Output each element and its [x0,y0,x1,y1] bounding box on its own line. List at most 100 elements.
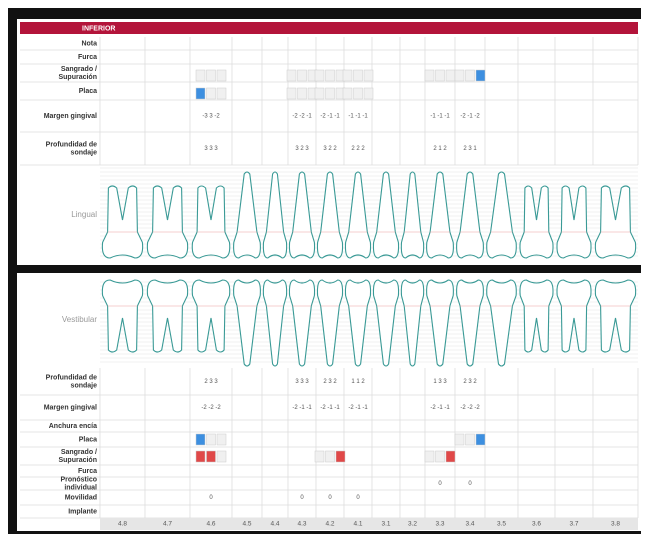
row-label-line: Supuración [58,457,97,464]
tooth [594,279,637,353]
indicator-box [445,69,456,82]
cell-value: 0 [438,481,442,487]
cell-value: 3 3 3 [204,146,218,152]
tooth [426,171,454,259]
tooth [288,171,316,259]
tooth [233,171,261,259]
row-label-line: Sangrado / [61,449,97,456]
row-label: Profundidad de sondaje [46,141,97,156]
tooth-number: 3.8 [611,521,620,528]
indicator-box [314,69,325,82]
cell-value: -2 -2 -2 [201,405,221,411]
cell-value: 3 2 3 [295,146,309,152]
row-label: Sangrado / Supuración [58,66,97,81]
indicator-box [353,87,363,100]
indicator-box [206,433,216,446]
indicator-box [216,450,227,463]
cell-value: -2 -2 -1 [292,114,312,120]
tooth [372,171,400,259]
cell-value: 3 3 3 [295,379,309,385]
tooth-number: 4.8 [118,521,127,528]
indicator-box [465,69,475,82]
tooth [456,171,484,259]
cell-value: -2 -1 -1 [320,114,340,120]
tooth-number: 3.5 [497,521,506,528]
indicator-box [435,69,445,82]
cell-value: 2 3 1 [463,146,477,152]
row-label-line: individual [64,484,97,491]
tooth-number: 3.6 [532,521,541,528]
row-label: Nota [81,40,97,47]
indicator-box [195,450,206,463]
row-label: Lingual [71,210,97,219]
row-label-line: Supuración [58,74,97,81]
row-label-line: Pronóstico [60,476,97,483]
indicator-box [195,433,206,446]
tooth-number: 4.6 [206,521,215,528]
tooth [426,279,454,367]
cell-value: -2 -1 -1 [292,405,312,411]
tooth-number: 3.3 [435,521,444,528]
tooth [372,279,400,367]
indicator-box [435,450,445,463]
tooth-number-bar [100,518,638,530]
row-label-line: Sangrado / [61,66,97,73]
indicator-box [286,87,297,100]
cell-value: 0 [300,495,304,501]
cell-value: -1 -1 -1 [430,114,450,120]
tooth-number: 4.5 [242,521,251,528]
indicator-box [465,433,475,446]
row-label: Profundidad de sondaje [46,374,97,389]
tooth-number: 3.1 [381,521,390,528]
tooth-number: 3.4 [465,521,474,528]
tooth [191,185,231,259]
indicator-box [454,69,465,82]
cell-value: -2 -2 -2 [460,405,480,411]
tooth [400,279,425,367]
cell-value: 2 3 3 [204,379,218,385]
cell-value: 0 [328,495,332,501]
cell-value: -2 -1 -2 [460,114,480,120]
tooth-number: 4.1 [353,521,362,528]
tooth [519,279,554,353]
row-label-line: Profundidad de [46,374,97,381]
tooth [519,185,554,259]
indicator-box [206,87,216,100]
indicator-box [325,69,335,82]
cell-value: 2 1 2 [433,146,447,152]
tooth [594,185,637,259]
tooth [316,279,344,367]
cell-value: 2 2 2 [351,146,365,152]
tooth-number: 4.4 [270,521,279,528]
indicator-box [216,69,227,82]
row-label-line: sondaje [71,149,98,156]
indicator-box [342,87,353,100]
indicator-box [216,87,227,100]
row-label: Pronóstico individual [60,476,97,491]
indicator-box [475,433,486,446]
cell-value: -3 3 -2 [202,114,220,120]
indicator-box [335,450,346,463]
tooth [456,279,484,367]
indicator-box [325,450,335,463]
row-label-line: Profundidad de [46,141,97,148]
row-label: Vestibular [62,315,97,324]
row-label: Implante [68,508,97,515]
indicator-box [286,69,297,82]
tooth-number: 3.2 [408,521,417,528]
cell-value: 0 [209,495,213,501]
tooth [262,171,288,259]
tooth [316,171,344,259]
row-label: Furca [78,54,97,61]
indicator-box [195,87,206,100]
indicator-box [445,450,456,463]
indicator-box [195,69,206,82]
indicator-box [216,433,227,446]
indicator-box [314,87,325,100]
cell-value: 2 3 2 [323,379,337,385]
row-label: Furca [78,468,97,475]
cell-value: -2 -1 -1 [348,405,368,411]
cell-value: -1 -1 -1 [348,114,368,120]
indicator-box [454,433,465,446]
